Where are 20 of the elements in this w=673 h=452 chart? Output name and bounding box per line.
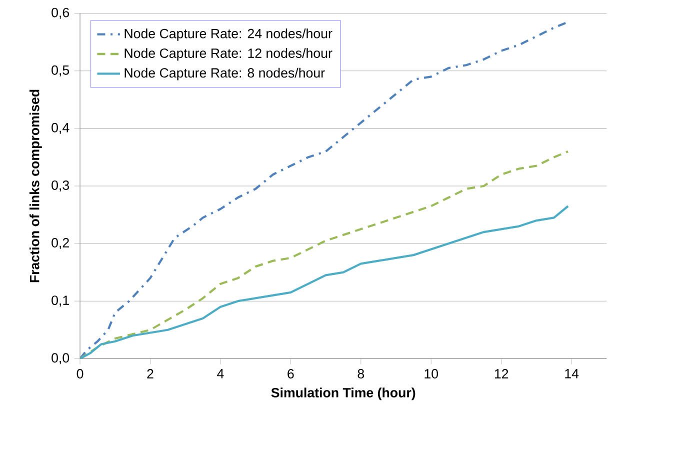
y-tick-label: 0,1 xyxy=(52,296,69,307)
y-tick-label: 0,3 xyxy=(52,180,70,192)
legend-label: Node Capture Rate: 24 nodes/hour xyxy=(124,28,332,41)
x-tick-label: 6 xyxy=(288,369,294,378)
y-tick-label: 0,5 xyxy=(52,65,70,76)
x-tick-label: 0 xyxy=(76,369,84,378)
x-tick-label: 12 xyxy=(494,369,508,378)
x-tick-label: 2 xyxy=(147,369,154,378)
y-tick-label: 0,0 xyxy=(52,353,70,364)
y-tick-label: 0,6 xyxy=(52,8,70,19)
x-tick-label: 14 xyxy=(565,369,579,378)
legend-label: Node Capture Rate: 12 nodes/hour xyxy=(124,48,332,61)
y-tick-label: 0,4 xyxy=(52,122,70,134)
x-axis-title: Simulation Time (hour) xyxy=(271,388,416,400)
x-tick-label: 4 xyxy=(217,369,224,378)
legend-label: Node Capture Rate: 8 nodes/hour xyxy=(124,68,325,80)
x-tick-label: 8 xyxy=(358,369,364,378)
x-tick-label: 10 xyxy=(424,369,438,378)
y-axis-title: Fraction of links compromised xyxy=(29,90,42,282)
y-tick-label: 0,2 xyxy=(52,238,69,250)
